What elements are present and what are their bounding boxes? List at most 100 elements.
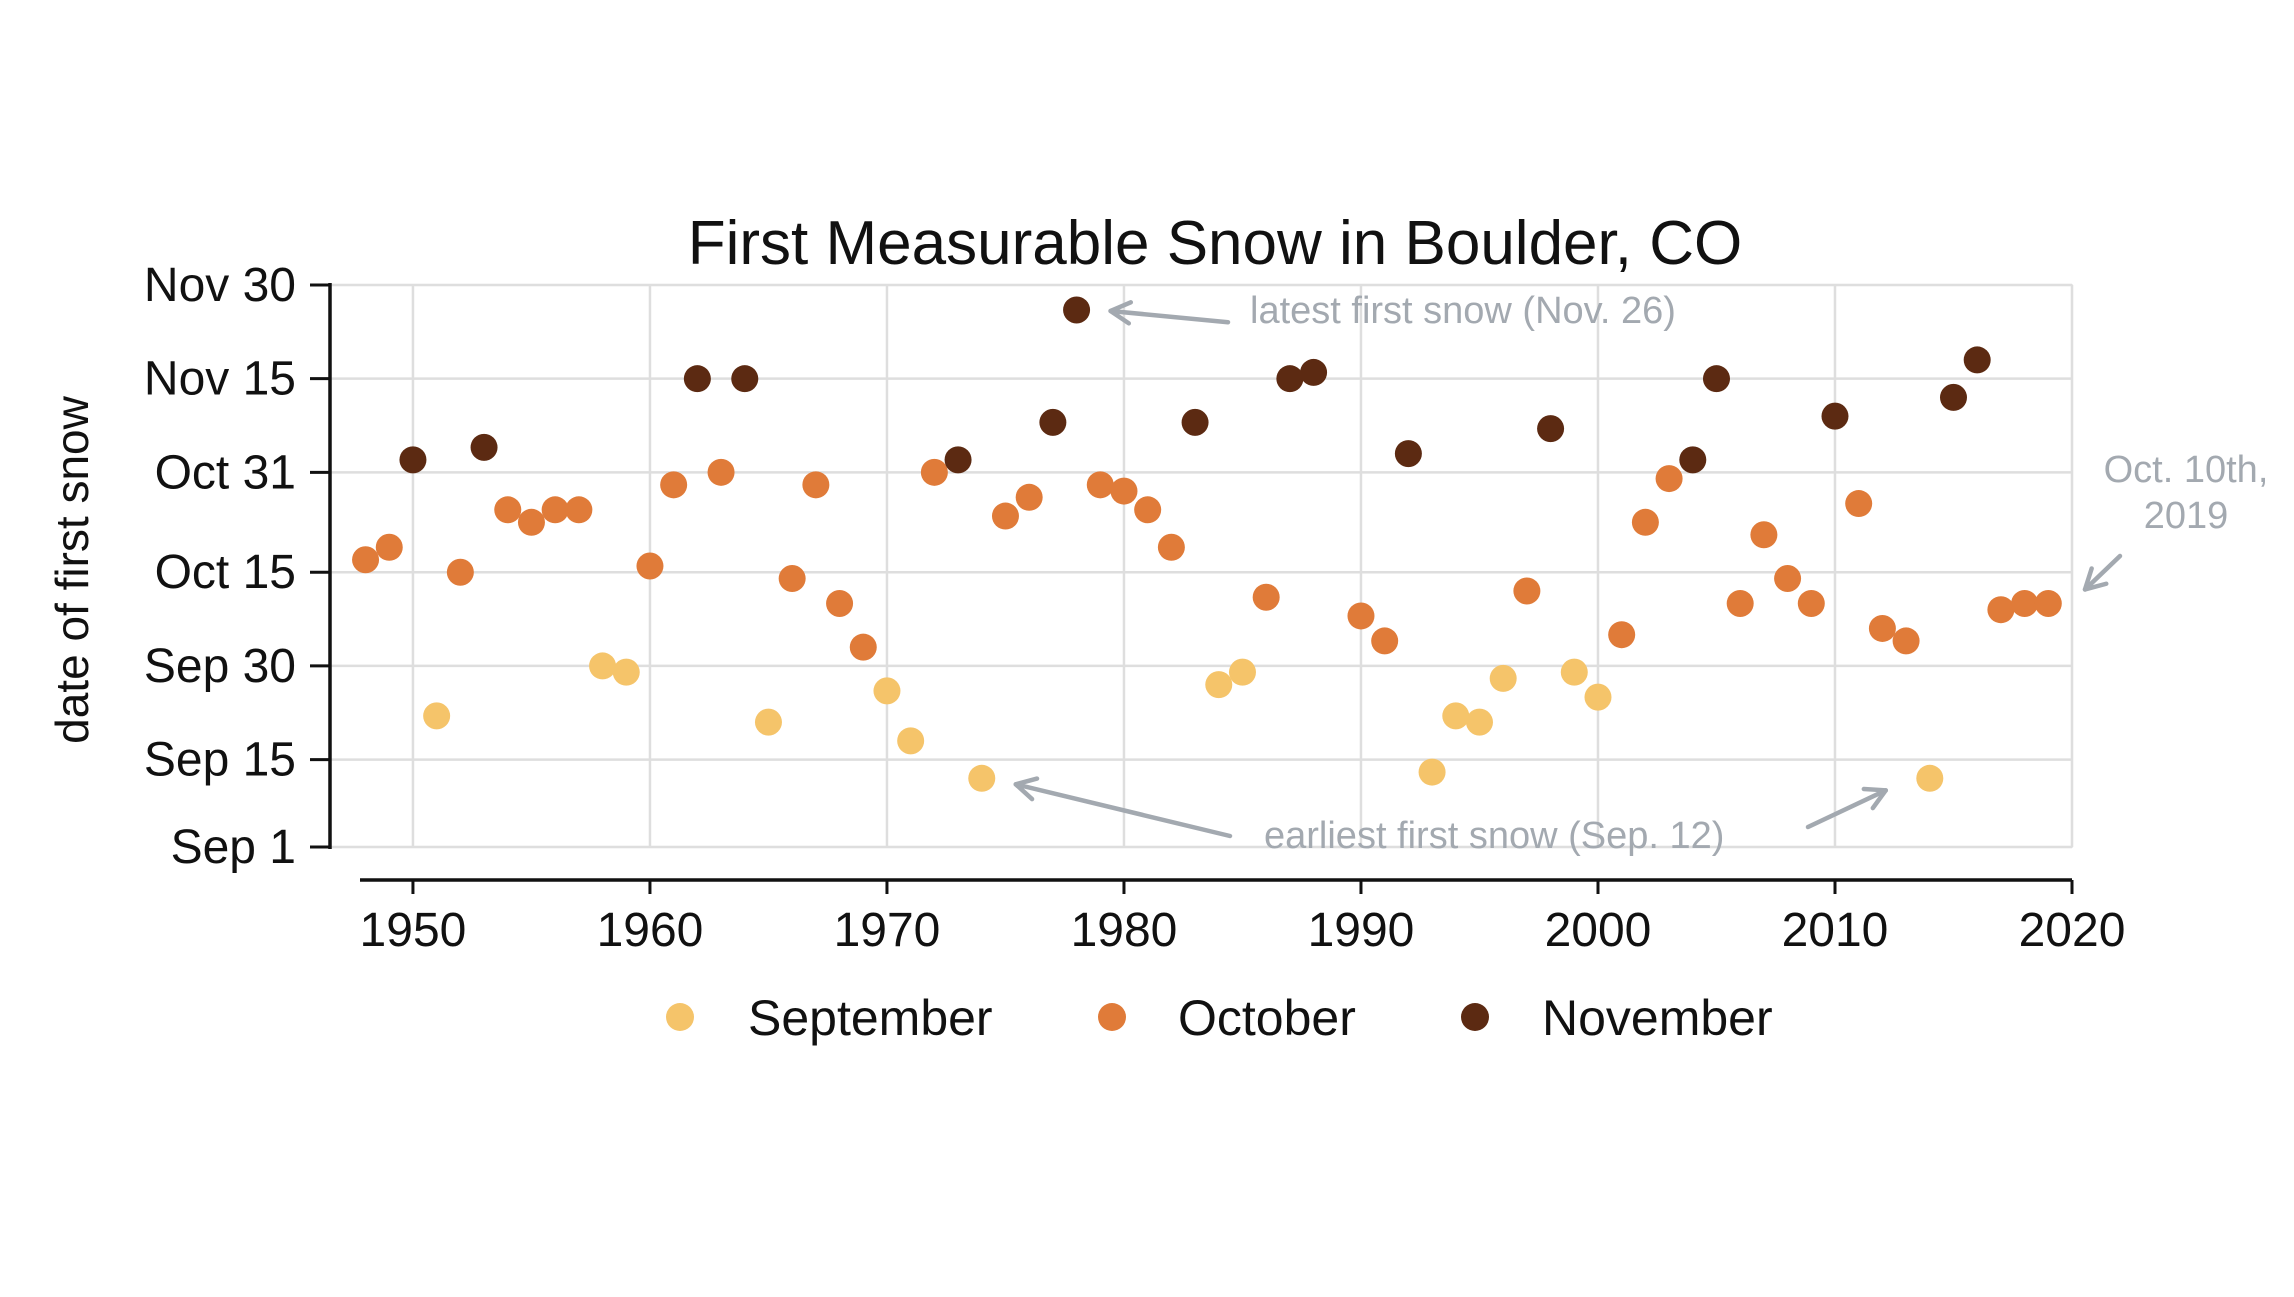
earliest-arrow-right xyxy=(1805,786,1889,830)
y-tick-label: Sep 15 xyxy=(144,734,296,787)
data-point-october-2003 xyxy=(1655,465,1683,493)
data-point-october-1986 xyxy=(1252,583,1280,611)
data-point-september-2000 xyxy=(1584,683,1612,711)
data-point-october-2012 xyxy=(1868,614,1896,642)
data-point-september-1994 xyxy=(1442,702,1470,730)
grid xyxy=(329,283,2074,849)
data-point-october-2001 xyxy=(1608,621,1636,649)
data-point-october-1961 xyxy=(660,471,688,499)
data-point-october-2009 xyxy=(1797,589,1825,617)
y-tick-label: Nov 15 xyxy=(144,353,296,406)
data-point-november-2005 xyxy=(1702,365,1730,393)
annotation-earliest: earliest first snow (Sep. 12) xyxy=(1264,815,1724,857)
data-point-october-1966 xyxy=(778,564,806,592)
y-tick-label: Nov 30 xyxy=(144,259,296,312)
data-point-november-1988 xyxy=(1300,358,1328,386)
data-point-november-1992 xyxy=(1394,440,1422,468)
data-point-november-1953 xyxy=(470,433,498,461)
data-point-october-1980 xyxy=(1110,477,1138,505)
y-tick-label: Oct 15 xyxy=(155,546,296,599)
data-point-november-2015 xyxy=(1939,383,1967,411)
data-point-november-1973 xyxy=(944,446,972,474)
data-point-october-1990 xyxy=(1347,602,1375,630)
data-point-october-2002 xyxy=(1631,508,1659,536)
data-point-october-2006 xyxy=(1726,589,1754,617)
data-point-september-1965 xyxy=(754,708,782,736)
arrow-head xyxy=(1861,786,1889,811)
legend-label-september: September xyxy=(748,990,993,1046)
data-point-october-1976 xyxy=(1015,483,1043,511)
y-tick-label: Sep 30 xyxy=(144,640,296,693)
arrow-shaft xyxy=(2082,553,2123,592)
data-point-september-1951 xyxy=(423,702,451,730)
data-point-october-1969 xyxy=(849,633,877,661)
legend-marker-september xyxy=(666,1003,694,1031)
data-point-september-1993 xyxy=(1418,758,1446,786)
data-point-october-1968 xyxy=(826,589,854,617)
arrow-shaft xyxy=(1013,782,1233,839)
data-point-november-2010 xyxy=(1821,402,1849,430)
data-point-october-1957 xyxy=(565,496,593,524)
data-point-november-1977 xyxy=(1039,408,1067,436)
data-point-october-2008 xyxy=(1774,564,1802,592)
x-tick-label: 2010 xyxy=(1782,904,1889,957)
data-point-october-1955 xyxy=(517,508,545,536)
annotation-latest: latest first snow (Nov. 26) xyxy=(1250,290,1676,332)
x-tick-label: 1950 xyxy=(360,904,467,957)
arrow-head xyxy=(1108,300,1134,326)
legend-label-november: November xyxy=(1542,990,1773,1046)
arrow-shaft xyxy=(1805,788,1889,830)
legend: September October November xyxy=(666,990,1773,1046)
data-point-november-1978 xyxy=(1063,296,1091,324)
axes: 1950 1960 1970 1980 1990 2000 2010 2020 Sep 1 Sep… xyxy=(144,259,2126,957)
x-tick-label: 1980 xyxy=(1071,904,1178,957)
data-point-october-2013 xyxy=(1892,627,1920,655)
annotations: latest first snow (Nov. 26) earliest firs… xyxy=(1013,290,2269,857)
chart-title: First Measurable Snow in Boulder, CO xyxy=(688,209,1742,278)
data-point-september-1984 xyxy=(1205,671,1233,699)
data-point-september-1995 xyxy=(1465,708,1493,736)
data-point-september-2014 xyxy=(1916,764,1944,792)
data-point-october-2011 xyxy=(1845,490,1873,518)
legend-marker-october xyxy=(1098,1003,1126,1031)
data-point-november-2016 xyxy=(1963,346,1991,374)
data-point-november-1964 xyxy=(731,365,759,393)
data-point-october-1982 xyxy=(1157,533,1185,561)
data-point-september-1970 xyxy=(873,677,901,705)
data-point-october-1975 xyxy=(991,502,1019,530)
data-point-november-1950 xyxy=(399,446,427,474)
data-point-october-1956 xyxy=(541,496,569,524)
data-point-october-1949 xyxy=(375,533,403,561)
data-point-october-2018 xyxy=(2011,589,2039,617)
data-points xyxy=(352,296,2062,792)
plot-frame xyxy=(329,284,2073,848)
data-point-november-1983 xyxy=(1181,408,1209,436)
arrow-head xyxy=(1013,776,1040,802)
arrow-shaft xyxy=(1108,308,1231,325)
data-point-october-1979 xyxy=(1086,471,1114,499)
arrow-head xyxy=(2082,566,2109,592)
annotation-oct10-line: 2019 xyxy=(2144,495,2229,537)
y-axis-label: date of first snow xyxy=(46,395,98,743)
oct10-arrow xyxy=(2082,553,2123,592)
data-point-october-2019 xyxy=(2034,589,2062,617)
data-point-september-1959 xyxy=(612,658,640,686)
annotation-oct10-line: Oct. 10th, xyxy=(2104,449,2269,491)
data-point-november-1962 xyxy=(683,365,711,393)
data-point-november-1987 xyxy=(1276,365,1304,393)
data-point-october-1952 xyxy=(446,558,474,586)
data-point-october-1963 xyxy=(707,458,735,486)
x-tick-label: 1970 xyxy=(834,904,941,957)
data-point-october-1997 xyxy=(1513,577,1541,605)
data-point-october-1991 xyxy=(1371,627,1399,655)
y-tick-label: Sep 1 xyxy=(171,821,296,874)
x-tick-label: 1960 xyxy=(597,904,704,957)
data-point-october-1981 xyxy=(1134,496,1162,524)
data-point-october-1948 xyxy=(352,546,380,574)
legend-marker-november xyxy=(1461,1003,1489,1031)
data-point-october-2017 xyxy=(1987,596,2015,624)
x-tick-label: 2020 xyxy=(2019,904,2126,957)
data-point-september-1971 xyxy=(897,727,925,755)
x-tick-label: 1990 xyxy=(1308,904,1415,957)
